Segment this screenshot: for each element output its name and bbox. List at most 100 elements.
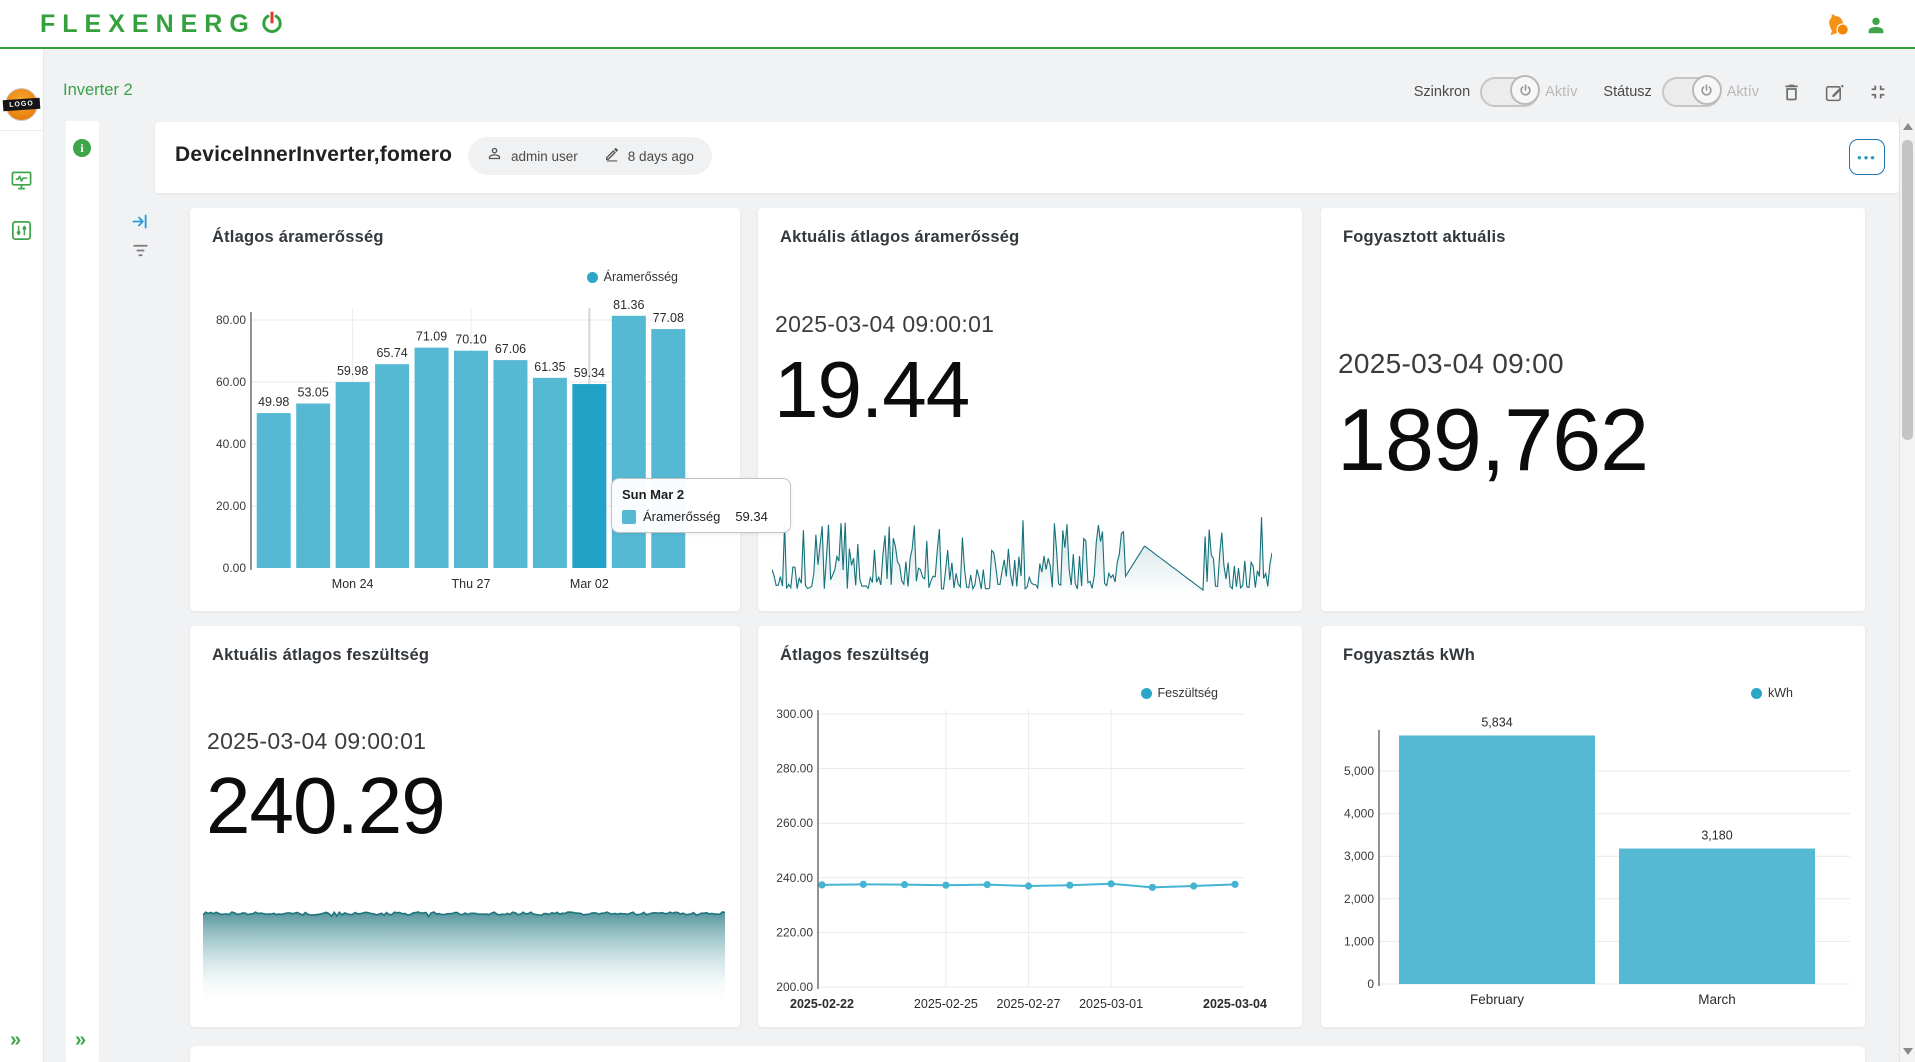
widget-title: Átlagos áramerősség [212, 228, 384, 246]
power-icon [1520, 83, 1531, 96]
widget-title: Fogyasztott aktuális [1343, 228, 1506, 246]
widget-consumed-current: Fogyasztott aktuális 2025-03-04 09:00 18… [1321, 208, 1865, 611]
szinkron-state: Aktív [1545, 84, 1578, 100]
svg-text:2025-02-25: 2025-02-25 [914, 997, 978, 1011]
svg-text:Mon 24: Mon 24 [332, 577, 374, 591]
svg-text:March: March [1698, 992, 1736, 1007]
tooltip-series-swatch [622, 509, 636, 524]
panel-expand-button[interactable]: » [75, 1029, 87, 1051]
value-big-number: 189,762 [1337, 390, 1649, 489]
svg-text:2025-03-04: 2025-03-04 [1203, 997, 1267, 1011]
scroll-down-arrow[interactable] [1903, 1048, 1913, 1055]
svg-text:67.06: 67.06 [495, 342, 526, 356]
svg-text:2,000: 2,000 [1344, 892, 1374, 906]
voltage-area-chart[interactable] [203, 905, 725, 1007]
dashboard-meta-chip: admin user 8 days ago [468, 137, 712, 175]
svg-text:1,000: 1,000 [1344, 934, 1374, 948]
sidebar-item-settings[interactable] [10, 219, 33, 247]
svg-text:65.74: 65.74 [376, 346, 407, 360]
legend-item-aramerosseg[interactable]: Áramerősség [586, 270, 678, 284]
value-timestamp: 2025-03-04 09:00:01 [775, 311, 995, 337]
svg-text:80.00: 80.00 [216, 313, 246, 327]
dashboard-header-card: DeviceInnerInverter,fomero admin user 8 … [155, 122, 1899, 193]
svg-text:5,000: 5,000 [1344, 764, 1374, 778]
svg-text:3,000: 3,000 [1344, 849, 1374, 863]
svg-text:260.00: 260.00 [776, 816, 813, 830]
dashboard-menu-button[interactable]: ••• [1849, 139, 1885, 175]
svg-text:3,180: 3,180 [1701, 829, 1732, 843]
svg-text:2025-02-27: 2025-02-27 [997, 997, 1061, 1011]
avg-voltage-line-chart[interactable]: 200.00 220.00 240.00 260.00 280.00 300.00 2025… [770, 706, 1290, 1026]
top-app-bar: FLEXENERG [0, 0, 1915, 49]
info-icon[interactable]: i [73, 139, 91, 157]
widget-title: Aktuális átlagos áramerősség [780, 228, 1020, 246]
pencil-icon [604, 146, 620, 167]
widget-avg-voltage: Átlagos feszültség Feszültség 200.00 220.… [758, 626, 1302, 1027]
monitor-waveform-icon [11, 171, 32, 190]
svg-text:Mar 02: Mar 02 [570, 577, 609, 591]
svg-text:0.00: 0.00 [223, 561, 247, 575]
dashboard-owner[interactable]: admin user [511, 148, 578, 164]
svg-text:300.00: 300.00 [776, 707, 813, 721]
delete-dashboard-button[interactable] [1781, 82, 1802, 103]
current-sparkline-chart[interactable] [772, 500, 1272, 596]
vertical-scrollbar[interactable] [1899, 117, 1915, 1062]
svg-text:280.00: 280.00 [776, 762, 813, 776]
collapse-fullscreen-button[interactable] [1867, 81, 1889, 103]
user-account-icon[interactable] [1865, 14, 1887, 41]
widget-current-avg-voltage: Aktuális átlagos feszültség 2025-03-04 0… [190, 626, 740, 1027]
tooltip-series-name: Áramerősség [643, 509, 721, 524]
dashboard-page-title: Inverter 2 [63, 81, 133, 99]
value-big-number: 19.44 [774, 345, 970, 434]
svg-text:77.08: 77.08 [653, 311, 684, 325]
avg-current-bar-chart[interactable]: 0.00 20.00 40.00 60.00 80.00 Mon 24 Thu 27 Mar … [196, 296, 696, 602]
svg-text:60.00: 60.00 [216, 375, 246, 389]
edit-dashboard-button[interactable] [1824, 82, 1845, 103]
svg-text:220.00: 220.00 [776, 925, 813, 939]
scrollbar-thumb[interactable] [1902, 140, 1913, 440]
sliders-icon [12, 221, 31, 240]
sidebar-expand-button[interactable]: » [10, 1029, 22, 1051]
value-timestamp: 2025-03-04 09:00 [1338, 348, 1564, 379]
svg-text:20.00: 20.00 [216, 499, 246, 513]
szinkron-label: Szinkron [1413, 84, 1471, 100]
legend-item-kwh[interactable]: kWh [1751, 686, 1793, 700]
brand-logo: FLEXENERG [40, 9, 284, 40]
brand-logo-text: FLEXENERG [40, 10, 256, 38]
statusz-label: Státusz [1603, 84, 1652, 100]
legend-dot-icon [1751, 687, 1762, 699]
svg-text:240.00: 240.00 [776, 871, 813, 885]
svg-text:Thu 27: Thu 27 [452, 577, 491, 591]
edit-icon [1825, 84, 1844, 101]
dashboard-title: DeviceInnerInverter,fomero [175, 143, 453, 166]
svg-text:49.98: 49.98 [258, 395, 289, 409]
szinkron-toggle[interactable] [1480, 75, 1541, 107]
statusz-toggle[interactable] [1661, 75, 1722, 107]
filter-icon[interactable] [131, 241, 150, 265]
power-icon [1701, 83, 1712, 96]
notifications-icon[interactable] [1823, 11, 1850, 43]
svg-text:81.36: 81.36 [613, 298, 644, 312]
widget-consumption-kwh: Fogyasztás kWh kWh 0 1,000 2,000 3,000 4,000… [1321, 626, 1865, 1027]
toggle-knob [1691, 75, 1722, 105]
tooltip-date: Sun Mar 2 [622, 487, 685, 502]
svg-text:0: 0 [1367, 977, 1374, 991]
svg-text:61.35: 61.35 [534, 360, 565, 374]
svg-text:2025-03-01: 2025-03-01 [1079, 997, 1143, 1011]
sidebar-divider [0, 130, 43, 131]
legend-item-feszultseg[interactable]: Feszültség [1140, 686, 1218, 700]
svg-text:71.09: 71.09 [416, 330, 447, 344]
widget-title: Fogyasztás kWh [1343, 646, 1476, 664]
left-sidebar: LOGO » [0, 49, 44, 1062]
timewindow-collapse-icon[interactable] [131, 212, 150, 236]
sidebar-item-dashboards[interactable] [10, 169, 33, 197]
dashboard-last-edited[interactable]: 8 days ago [627, 148, 694, 164]
widget-current-avg-current: Aktuális átlagos áramerősség 2025-03-04 … [758, 208, 1302, 611]
legend-dot-icon [586, 271, 598, 283]
consumption-bar-chart[interactable]: 0 1,000 2,000 3,000 4,000 5,000 5,834 February 3… [1329, 704, 1859, 1024]
dashboard-toolbar-controls: Szinkron Aktív Státusz Aktív [1413, 75, 1889, 107]
scroll-up-arrow[interactable] [1903, 123, 1913, 130]
svg-text:200.00: 200.00 [776, 980, 813, 994]
trash-icon [1785, 84, 1798, 100]
